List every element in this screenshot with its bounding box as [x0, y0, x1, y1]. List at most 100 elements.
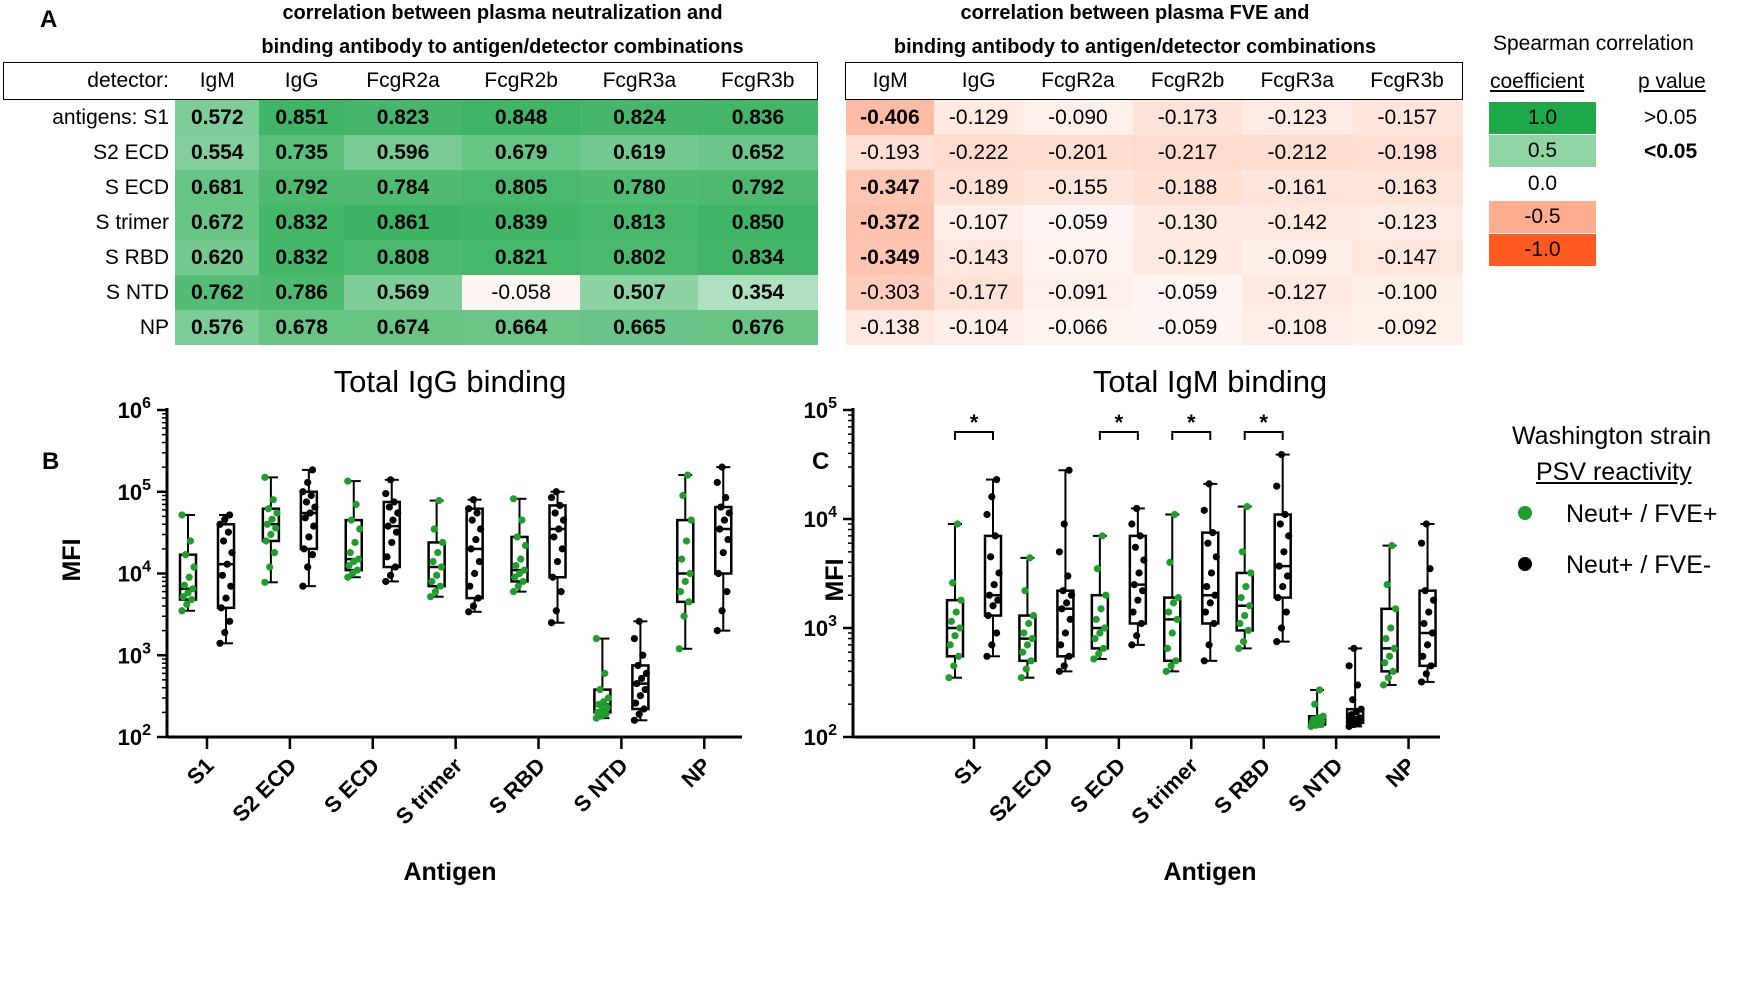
- data-point: [1059, 587, 1067, 595]
- x-tick-label: S2 ECD: [984, 753, 1058, 827]
- data-point: [596, 686, 604, 694]
- data-point: [1205, 641, 1213, 649]
- data-point: [681, 577, 689, 586]
- data-point: [389, 516, 397, 524]
- data-point: [1349, 696, 1357, 704]
- neut-row: S trimer 0.672 0.832 0.861 0.839 0.813 0.850: [4, 205, 818, 240]
- x-tick-label: S NTD: [569, 753, 633, 817]
- neut-cell: 0.851: [259, 99, 344, 135]
- fve-cell: -0.090: [1023, 99, 1133, 135]
- data-point: [1028, 634, 1036, 643]
- legend-p-header: p value: [1638, 70, 1706, 93]
- neut-row: antigens: S1 0.572 0.851 0.823 0.848 0.824 0.8…: [4, 99, 818, 135]
- data-point: [592, 634, 600, 643]
- fve-row: -0.193 -0.222 -0.201 -0.217 -0.212 -0.198: [845, 135, 1463, 170]
- data-point: [1417, 539, 1426, 547]
- data-point: [228, 549, 236, 557]
- data-point: [1273, 482, 1281, 490]
- data-point: [1417, 678, 1426, 686]
- data-point: [262, 537, 270, 545]
- data-point: [1384, 674, 1392, 682]
- x-tick-label: S ECD: [319, 753, 384, 818]
- data-point: [1247, 569, 1255, 577]
- data-point: [633, 679, 641, 688]
- data-point: [352, 500, 360, 509]
- data-point: [1242, 582, 1250, 591]
- data-point: [466, 582, 474, 590]
- legend-swatch: -0.5: [1489, 201, 1596, 233]
- panel-b-letter: B: [42, 448, 60, 475]
- data-point: [553, 557, 562, 566]
- data-point: [435, 496, 443, 505]
- data-point: [1065, 652, 1073, 660]
- fve-cell: -0.092: [1352, 310, 1463, 345]
- data-point: [559, 516, 568, 524]
- y-tick-label: 104: [118, 559, 151, 587]
- data-point: [386, 571, 395, 579]
- data-point: [713, 478, 721, 487]
- data-point: [1281, 510, 1289, 519]
- data-point: [351, 538, 359, 547]
- data-point: [555, 525, 563, 533]
- neut-cell: 0.784: [343, 170, 463, 205]
- data-point: [995, 569, 1003, 577]
- y-tick-label: 104: [804, 504, 837, 532]
- data-point: [1275, 562, 1283, 570]
- data-point: [471, 569, 479, 578]
- data-point: [391, 563, 399, 571]
- data-point: [1133, 632, 1141, 640]
- detector-header-label: detector:: [3, 62, 175, 100]
- data-point: [1090, 655, 1098, 663]
- data-point: [1063, 599, 1071, 607]
- data-point: [950, 662, 958, 670]
- neut-cell: 0.762: [175, 275, 260, 310]
- antigen-row-label: S NTD: [106, 280, 169, 304]
- data-point: [269, 496, 277, 504]
- y-tick-label: 102: [118, 722, 151, 750]
- data-point: [428, 577, 436, 586]
- data-point: [180, 581, 188, 589]
- data-point: [436, 582, 444, 590]
- data-point: [1065, 466, 1073, 474]
- neut-cell: -0.058: [462, 275, 581, 310]
- data-point: [987, 553, 995, 561]
- data-point: [1163, 644, 1172, 652]
- legend-coef-header: coefficient: [1490, 70, 1585, 93]
- fve-row: -0.303 -0.177 -0.091 -0.059 -0.127 -0.100: [845, 275, 1463, 310]
- data-point: [1241, 611, 1249, 620]
- data-point: [1280, 548, 1288, 556]
- data-point: [1200, 506, 1208, 514]
- neut-title-line2: binding antibody to antigen/detector com…: [261, 36, 744, 58]
- data-point: [1283, 572, 1292, 580]
- data-point: [1379, 681, 1388, 689]
- legend-green-dot-icon: [1518, 506, 1532, 520]
- legend-item-neut-fve-pos: Neut+ / FVE+: [1566, 500, 1718, 528]
- data-point: [637, 674, 646, 683]
- box: [548, 504, 567, 579]
- data-point: [1244, 626, 1252, 635]
- data-point: [474, 594, 482, 602]
- fve-cell: -0.349: [845, 240, 935, 275]
- y-tick-label: 103: [804, 613, 837, 641]
- fve-cell: -0.347: [845, 170, 935, 205]
- fve-cell: -0.189: [934, 170, 1024, 205]
- data-point: [983, 510, 991, 519]
- fve-row: -0.138 -0.104 -0.066 -0.059 -0.108 -0.092: [845, 310, 1463, 345]
- psv-legend-title-line1: Washington strain: [1512, 422, 1712, 450]
- data-point: [635, 710, 643, 718]
- data-point: [434, 549, 442, 557]
- data-point: [1385, 652, 1394, 660]
- neut-cell: 0.821: [462, 240, 581, 275]
- neut-cell: 0.619: [580, 135, 699, 170]
- data-point: [1055, 548, 1064, 556]
- data-point: [1236, 619, 1244, 628]
- data-point: [1060, 520, 1068, 528]
- fve-detector-fcgr2b: FcgR2b: [1132, 62, 1243, 100]
- data-point: [718, 607, 726, 615]
- data-point: [1055, 667, 1064, 675]
- data-point: [1211, 591, 1219, 599]
- neut-row: S RBD 0.620 0.832 0.808 0.821 0.802 0.834: [4, 240, 818, 275]
- neut-row: S ECD 0.681 0.792 0.784 0.805 0.780 0.792: [4, 170, 818, 205]
- neut-correlation-heatmap: detector: IgM IgG FcgR2a FcgR2b FcgR3a FcgR3b a…: [3, 62, 819, 345]
